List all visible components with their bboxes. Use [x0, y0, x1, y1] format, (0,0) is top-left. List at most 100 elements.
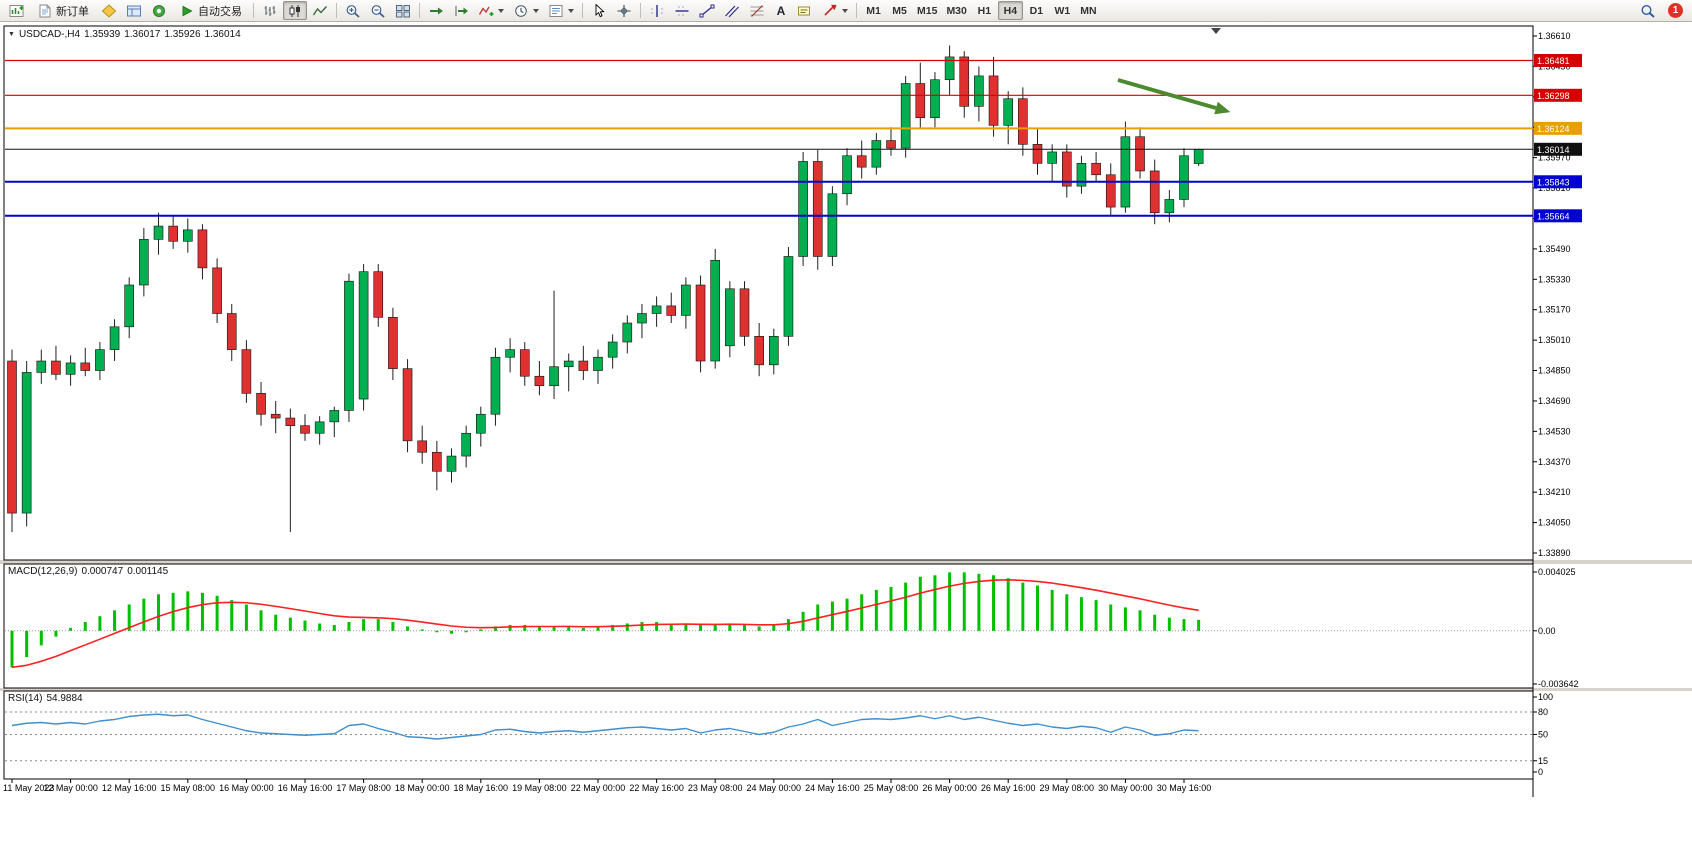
label-tool-button[interactable]: [793, 1, 817, 20]
bar-chart-button[interactable]: [258, 1, 282, 20]
cursor-button[interactable]: [587, 1, 611, 20]
channel-button[interactable]: [720, 1, 744, 20]
candles-layer[interactable]: [7, 45, 1204, 533]
new-order-label: 新订单: [56, 5, 89, 18]
timeframe-m5-button[interactable]: M5: [887, 1, 912, 20]
macd-signal-value: 0.001145: [127, 566, 169, 577]
zoom-out-button[interactable]: [366, 1, 390, 20]
svg-text:1.35664: 1.35664: [1537, 211, 1570, 221]
notification-badge[interactable]: 1: [1668, 3, 1683, 18]
label-icon: [798, 6, 810, 15]
candlestick-chart-button[interactable]: [283, 1, 307, 20]
trend-arrow-annotation[interactable]: [1117, 78, 1231, 115]
macd-indicator-label: MACD(12,26,9) 0.000747 0.001145: [8, 566, 172, 577]
fibonacci-icon: [750, 4, 764, 17]
line-chart-icon: [312, 5, 328, 15]
rsi-panel[interactable]: 100 80 50 150: [5, 692, 1553, 777]
horizontal-line-button[interactable]: [670, 1, 694, 20]
svg-text:100: 100: [1538, 692, 1553, 702]
macd-panel[interactable]: 0.004025 0.00 -0.003642: [5, 567, 1579, 689]
macd-name: MACD(12,26,9): [8, 566, 78, 577]
svg-text:23 May 08:00: 23 May 08:00: [688, 783, 743, 793]
crosshair-button[interactable]: [612, 1, 636, 20]
new-order-button[interactable]: 新订单: [30, 1, 96, 20]
panel-splitters[interactable]: [0, 560, 1692, 691]
community-button[interactable]: [147, 1, 171, 20]
svg-text:12 May 00:00: 12 May 00:00: [43, 783, 98, 793]
timeframe-h4-button[interactable]: H4: [997, 1, 1023, 20]
svg-text:12 May 16:00: 12 May 16:00: [102, 783, 157, 793]
svg-text:1.36481: 1.36481: [1537, 56, 1570, 66]
zoom-out-icon: [371, 4, 385, 18]
search-button[interactable]: [1636, 1, 1660, 20]
market-button[interactable]: [97, 1, 121, 20]
auto-scroll-button[interactable]: [424, 1, 448, 20]
svg-text:1.35970: 1.35970: [1538, 153, 1571, 163]
chart-shift-button[interactable]: [449, 1, 473, 20]
vertical-line-icon: [651, 4, 663, 17]
new-order-icon: [39, 4, 51, 17]
toolbar-separator: [640, 3, 641, 18]
channel-icon: [725, 5, 739, 17]
chart-shift-marker[interactable]: [1211, 28, 1221, 34]
templates-button[interactable]: [544, 1, 578, 20]
auto-trading-button[interactable]: 自动交易: [172, 1, 249, 20]
svg-text:1.35843: 1.35843: [1537, 177, 1570, 187]
svg-text:1.36610: 1.36610: [1538, 31, 1571, 41]
svg-text:15: 15: [1538, 756, 1548, 766]
timeframe-m15-button[interactable]: M15: [913, 1, 941, 20]
levels-layer[interactable]: [5, 59, 1533, 217]
timeframe-h1-button[interactable]: H1: [972, 1, 997, 20]
toolbar-separator: [253, 3, 254, 18]
svg-text:26 May 16:00: 26 May 16:00: [981, 783, 1036, 793]
svg-text:1.33890: 1.33890: [1538, 548, 1571, 558]
timeframe-m30-button[interactable]: M30: [942, 1, 970, 20]
periods-button[interactable]: [509, 1, 543, 20]
dropdown-caret-icon: [533, 8, 539, 13]
crosshair-icon: [617, 4, 631, 17]
new-chart-button[interactable]: [5, 1, 29, 20]
timeframe-mn-button[interactable]: MN: [1076, 1, 1101, 20]
ohlc-low: 1.35926: [164, 29, 201, 40]
svg-text:80: 80: [1538, 707, 1548, 717]
svg-text:30 May 16:00: 30 May 16:00: [1157, 783, 1212, 793]
arrows-tool-button[interactable]: [818, 1, 852, 20]
dropdown-caret-icon: [498, 8, 504, 13]
arrows-icon: [824, 4, 837, 16]
fibonacci-button[interactable]: [745, 1, 769, 20]
price-badges: 1.36481 1.36298 1.36124 1.36014 1.35843 1.356…: [1534, 54, 1582, 223]
timeframe-w1-button[interactable]: W1: [1050, 1, 1075, 20]
horizontal-line-icon: [675, 6, 689, 15]
line-chart-button[interactable]: [308, 1, 332, 20]
vertical-line-button[interactable]: [645, 1, 669, 20]
timeframe-m1-button[interactable]: M1: [861, 1, 886, 20]
svg-text:1.35170: 1.35170: [1538, 305, 1571, 315]
timeframe-d1-button[interactable]: D1: [1024, 1, 1049, 20]
collapse-triangle-icon[interactable]: ▼: [8, 31, 15, 38]
toolbar-separator: [582, 3, 583, 18]
svg-text:15 May 08:00: 15 May 08:00: [161, 783, 216, 793]
price-axis[interactable]: 1.366101.364501.362901.361301.359701.358…: [1533, 31, 1571, 558]
tile-windows-button[interactable]: [391, 1, 415, 20]
svg-text:1.34530: 1.34530: [1538, 426, 1571, 436]
new-chart-icon: [9, 4, 24, 17]
svg-text:22 May 16:00: 22 May 16:00: [629, 783, 684, 793]
svg-text:1.35010: 1.35010: [1538, 335, 1571, 345]
svg-text:25 May 08:00: 25 May 08:00: [864, 783, 919, 793]
svg-text:29 May 08:00: 29 May 08:00: [1040, 783, 1095, 793]
svg-text:0: 0: [1538, 767, 1543, 777]
svg-text:1.34850: 1.34850: [1538, 366, 1571, 376]
data-window-button[interactable]: [122, 1, 146, 20]
text-tool-button[interactable]: A: [770, 1, 792, 20]
trendline-button[interactable]: [695, 1, 719, 20]
ohlc-high: 1.36017: [124, 29, 161, 40]
indicators-button[interactable]: [474, 1, 508, 20]
zoom-in-button[interactable]: [341, 1, 365, 20]
chart-shift-icon: [455, 5, 468, 16]
svg-text:26 May 00:00: 26 May 00:00: [922, 783, 977, 793]
svg-text:0.00: 0.00: [1538, 626, 1556, 636]
tile-windows-icon: [396, 4, 410, 17]
rsi-value: 54.9884: [46, 693, 83, 704]
